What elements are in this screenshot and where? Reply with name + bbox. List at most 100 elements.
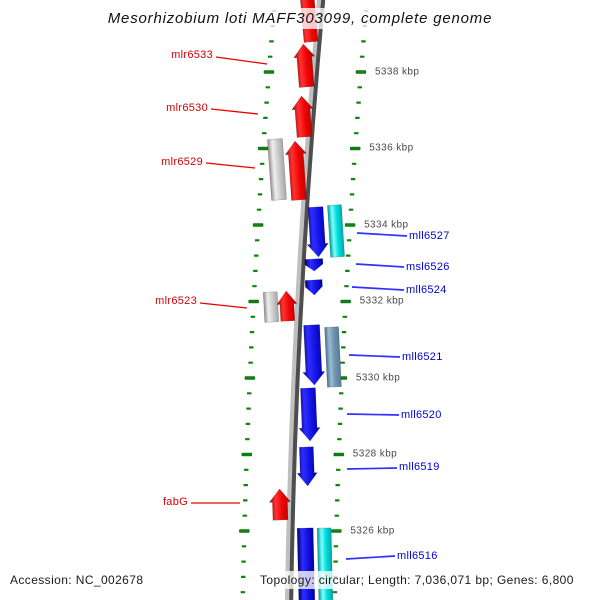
gene-label-mll6527[interactable]: mll6527: [409, 230, 450, 242]
genome-backbone: [289, 0, 326, 600]
minor-tick: [258, 178, 264, 181]
leader-line: [199, 302, 248, 309]
major-tick: [252, 223, 264, 227]
gene-arrow[interactable]: [267, 138, 287, 201]
gene-label-mll6521[interactable]: mll6521: [402, 351, 443, 363]
gene-arrow-mlr6530[interactable]: [291, 95, 315, 138]
major-tick: [239, 529, 250, 533]
gene-arrow-mlr6533[interactable]: [293, 43, 317, 88]
minor-tick: [356, 101, 361, 104]
minor-tick: [351, 162, 357, 165]
major-tick: [349, 146, 361, 151]
major-tick: [344, 223, 356, 227]
minor-tick: [262, 132, 267, 135]
minor-tick: [241, 560, 246, 563]
minor-tick: [342, 315, 348, 318]
minor-tick: [357, 86, 363, 89]
leader-line: [215, 56, 268, 65]
leader-line: [346, 467, 398, 470]
kbp-tick-label: 5326 kbp: [350, 526, 394, 537]
gene-label-mll6519[interactable]: mll6519: [399, 461, 440, 473]
minor-tick: [246, 407, 251, 410]
gene-label-fabG[interactable]: fabG: [163, 496, 188, 508]
minor-tick: [250, 315, 256, 318]
kbp-tick-label: 5338 kbp: [375, 67, 419, 78]
minor-tick: [243, 468, 249, 471]
kbp-tick-label: 5334 kbp: [364, 220, 408, 231]
gene-arrow-mll6524[interactable]: [304, 279, 323, 296]
gene-arrow-mll6520[interactable]: [297, 387, 321, 442]
gene-arrow-fabG[interactable]: [268, 488, 291, 521]
minor-tick: [337, 438, 342, 441]
minor-tick: [252, 285, 257, 288]
major-tick: [340, 299, 351, 304]
major-tick: [244, 376, 256, 380]
kbp-tick-label: 5330 kbp: [356, 373, 400, 384]
minor-tick: [346, 239, 352, 242]
minor-tick: [267, 55, 273, 58]
gene-label-mll6516[interactable]: mll6516: [397, 550, 438, 562]
minor-tick: [269, 40, 274, 43]
gene-label-mlr6529[interactable]: mlr6529: [161, 156, 203, 168]
minor-tick: [249, 346, 254, 349]
minor-tick: [253, 254, 259, 257]
gene-arrow[interactable]: [262, 291, 280, 323]
minor-tick: [265, 86, 271, 89]
minor-tick: [264, 101, 269, 104]
gene-arrow-mll6521[interactable]: [301, 324, 326, 386]
minor-tick: [335, 484, 340, 487]
kbp-tick-label: 5328 kbp: [353, 449, 397, 460]
minor-tick: [350, 178, 356, 181]
gene-arrow-mlr6529[interactable]: [284, 140, 310, 201]
minor-tick: [340, 361, 345, 364]
major-tick: [257, 146, 269, 151]
minor-tick: [333, 560, 338, 563]
minor-tick: [338, 392, 344, 395]
minor-tick: [354, 132, 359, 135]
gene-arrow-msl6526[interactable]: [304, 258, 324, 272]
gene-arrow-mlr6523[interactable]: [276, 290, 298, 322]
page-title: Mesorhizobium loti MAFF303099, complete …: [101, 8, 499, 29]
minor-tick: [337, 422, 343, 425]
footer-info: Topology: circular; Length: 7,036,071 bp…: [256, 571, 578, 589]
gene-arrow-mll6516[interactable]: [296, 527, 316, 600]
major-tick: [333, 452, 344, 457]
minor-tick: [334, 514, 340, 517]
major-tick: [355, 70, 367, 74]
gene-arrow-mll6519[interactable]: [296, 446, 318, 487]
minor-tick: [245, 422, 251, 425]
gene-arrow[interactable]: [324, 326, 342, 388]
kbp-tick-label: 5332 kbp: [360, 296, 404, 307]
minor-tick: [256, 208, 262, 211]
leader-line: [210, 108, 259, 115]
minor-tick: [334, 499, 340, 502]
minor-tick: [361, 40, 366, 43]
minor-tick: [259, 162, 265, 165]
axis-ticks: [239, 9, 369, 594]
minor-tick: [344, 285, 349, 288]
minor-tick: [263, 116, 268, 119]
gene-arrow[interactable]: [327, 204, 345, 258]
minor-tick: [359, 55, 365, 58]
major-tick: [263, 70, 275, 74]
minor-tick: [242, 499, 248, 502]
minor-tick: [257, 193, 263, 196]
gene-label-mlr6530[interactable]: mlr6530: [166, 102, 208, 114]
gene-label-mll6524[interactable]: mll6524: [406, 284, 447, 296]
gene-label-msl6526[interactable]: msl6526: [406, 261, 450, 273]
gene-label-mlr6533[interactable]: mlr6533: [171, 49, 213, 61]
gene-arrow-mll6527[interactable]: [305, 206, 329, 258]
minor-tick: [240, 591, 246, 594]
minor-tick: [355, 116, 360, 119]
gene-arrow[interactable]: [316, 527, 334, 600]
gene-label-mlr6523[interactable]: mlr6523: [155, 295, 197, 307]
leader-line: [351, 286, 405, 291]
leader-line: [345, 555, 396, 560]
minor-tick: [254, 239, 260, 242]
gene-label-mll6520[interactable]: mll6520: [401, 409, 442, 421]
minor-tick: [249, 331, 255, 334]
footer-accession: Accession: NC_002678: [6, 571, 148, 589]
minor-tick: [242, 514, 248, 517]
